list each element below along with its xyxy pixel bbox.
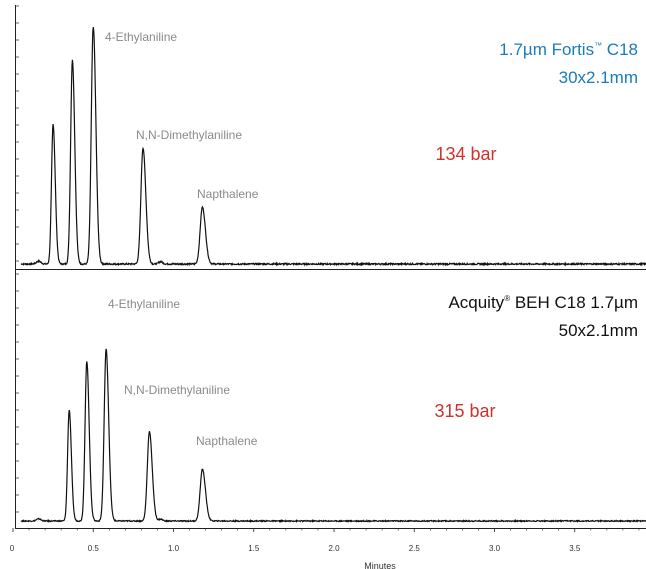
x-tick-label: 1.0 [168, 544, 180, 553]
column-name-end: C18 [602, 40, 638, 59]
peak-label-4-ethylaniline: 4-Ethylaniline [108, 297, 180, 311]
chromatogram-trace-fortis [20, 27, 646, 267]
x-tick-label: 0 [10, 544, 15, 553]
left-axis-ticks [15, 5, 19, 513]
panel-fortis: 4-Ethylaniline N,N-Dimethylaniline Napth… [20, 27, 646, 267]
x-tick-label: 3.5 [569, 544, 581, 553]
x-tick-label: 1.5 [248, 544, 260, 553]
x-tick-label: 2.0 [328, 544, 340, 553]
column-name: 1.7µm Fortis [499, 40, 594, 59]
peak-label-dimethylaniline: N,N-Dimethylaniline [124, 383, 230, 397]
x-axis-title: Minutes [364, 561, 396, 569]
x-tick-label: 3.0 [489, 544, 501, 553]
registered-mark: ® [504, 294, 510, 303]
chromatogram-trace-acquity [20, 348, 646, 524]
panel-acquity: 4-Ethylaniline N,N-Dimethylaniline Napth… [20, 293, 646, 524]
column-title-line1: 1.7µm Fortis™ C18 [499, 40, 638, 59]
peak-label-napthalene: Napthalene [196, 434, 258, 448]
column-name: Acquity [448, 293, 504, 312]
x-tick-label: 2.5 [409, 544, 421, 553]
column-name-end: BEH C18 1.7µm [510, 293, 638, 312]
x-tick-label: 0.5 [88, 544, 100, 553]
peak-label-4-ethylaniline: 4-Ethylaniline [105, 30, 177, 44]
pressure-label: 134 bar [435, 144, 496, 164]
trademark-mark: ™ [594, 41, 602, 50]
peak-label-dimethylaniline: N,N-Dimethylaniline [136, 128, 242, 142]
column-dimensions: 30x2.1mm [559, 68, 638, 87]
column-title-line1: Acquity® BEH C18 1.7µm [448, 293, 638, 312]
pressure-label: 315 bar [434, 401, 495, 421]
x-axis-ticks: 00.51.01.52.02.53.03.54. [10, 528, 640, 553]
column-dimensions: 50x2.1mm [559, 321, 638, 340]
peak-label-napthalene: Napthalene [197, 187, 259, 201]
